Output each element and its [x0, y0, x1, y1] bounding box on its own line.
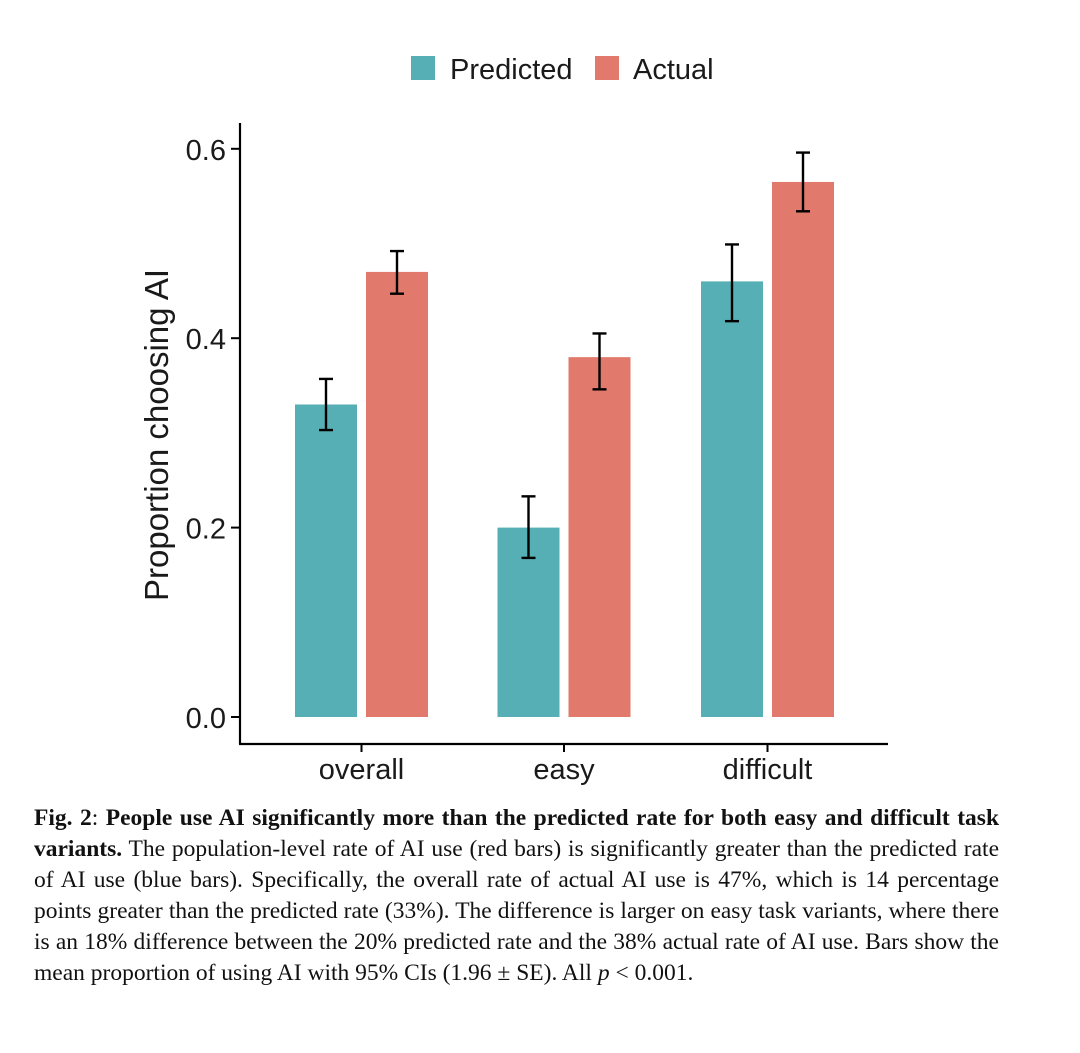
error-bar-actual-difficult: [796, 151, 810, 213]
legend-item-actual: Actual: [595, 54, 714, 86]
axes-group: 0.0 0.2 0.4 0.6 overall easy difficult: [186, 123, 888, 786]
bar-chart: Predicted Actual 0.0 0.2 0.4 0.6 overall easy d…: [138, 54, 888, 786]
legend-swatch: [411, 56, 435, 80]
x-tick-label: easy: [533, 754, 595, 786]
legend: Predicted Actual: [411, 54, 714, 86]
bar-predicted-easy: [497, 527, 560, 717]
bars-group: [295, 181, 834, 717]
bar-actual-easy: [568, 357, 631, 717]
error-bars-group: [319, 151, 810, 560]
legend-label: Actual: [633, 54, 714, 86]
bar-predicted-difficult: [701, 281, 763, 717]
y-tick-label: 0.4: [186, 324, 226, 356]
x-tick-label: overall: [319, 754, 404, 786]
figure-caption: Fig. 2: People use AI significantly more…: [34, 803, 999, 989]
caption-title: People use AI significantly more than th…: [34, 805, 1000, 862]
error-bar-predicted-difficult: [725, 243, 739, 323]
bar-predicted-overall: [295, 404, 357, 717]
error-bar-actual-overall: [390, 249, 404, 295]
x-tick-label: difficult: [723, 754, 813, 786]
y-tick-label: 0.0: [186, 703, 226, 735]
legend-swatch: [595, 56, 619, 80]
caption-separator: :: [91, 805, 106, 831]
y-tick-label: 0.2: [186, 514, 226, 546]
legend-label: Predicted: [450, 54, 573, 86]
error-bar-actual-easy: [592, 332, 607, 391]
y-tick-label: 0.6: [186, 135, 226, 167]
error-bar-predicted-overall: [319, 377, 333, 432]
y-axis-label: Proportion choosing AI: [138, 269, 175, 601]
caption-body: The population-level rate of AI use (red…: [34, 836, 999, 986]
caption-p-symbol: p: [597, 960, 610, 986]
error-bar-predicted-easy: [521, 495, 536, 560]
caption-tail: < 0.001.: [609, 960, 694, 986]
caption-label: Fig. 2: [34, 805, 92, 831]
legend-item-predicted: Predicted: [411, 54, 573, 86]
bar-actual-difficult: [772, 181, 834, 717]
bar-actual-overall: [366, 271, 428, 717]
